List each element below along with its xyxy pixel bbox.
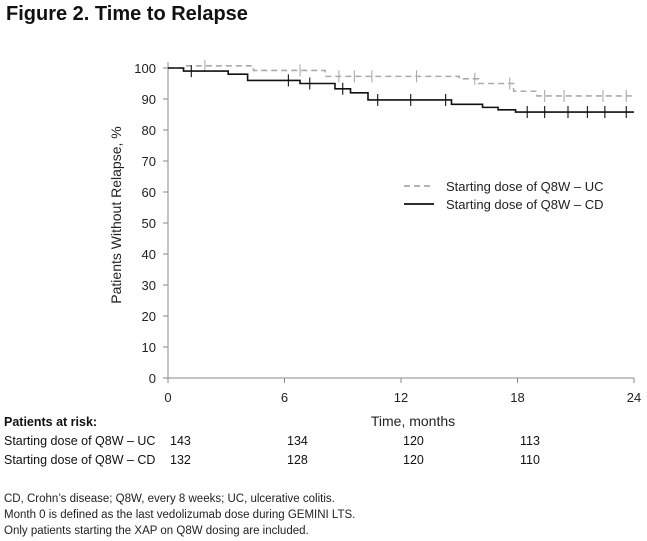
risk-count: 143 (170, 434, 191, 448)
series-line-1 (168, 67, 634, 113)
y-tick-label: 100 (134, 61, 156, 76)
y-tick-label: 20 (142, 309, 156, 324)
x-tick-label: 18 (510, 390, 524, 405)
chart-series (168, 59, 634, 119)
y-tick-label: 30 (142, 278, 156, 293)
y-tick-label: 90 (142, 92, 156, 107)
footnote: CD, Crohn’s disease; Q8W, every 8 weeks;… (4, 493, 335, 505)
km-chart: 0 10 20 30 40 50 60 70 80 90 100 0 6 12 18 24 Starting … (108, 59, 641, 429)
footnotes: CD, Crohn’s disease; Q8W, every 8 weeks;… (4, 491, 355, 539)
x-tick-label: 6 (281, 390, 288, 405)
y-axis-label: Patients Without Relapse, % (108, 126, 124, 303)
risk-count: 134 (287, 434, 308, 448)
y-tick-label: 40 (142, 247, 156, 262)
risk-row-uc: Starting dose of Q8W – UC 143 134 120 11… (4, 432, 644, 451)
risk-row-label: Starting dose of Q8W – UC (4, 434, 156, 448)
risk-table: Patients at risk: Starting dose of Q8W –… (4, 412, 644, 470)
chart-axes: 0 10 20 30 40 50 60 70 80 90 100 0 6 12 18 24 (134, 61, 641, 405)
y-tick-label: 0 (149, 371, 156, 386)
x-tick-label: 0 (164, 390, 171, 405)
risk-count: 132 (170, 453, 191, 467)
chart-legend: Starting dose of Q8W – UC Starting dose o… (404, 179, 604, 212)
figure-title: Figure 2. Time to Relapse (6, 3, 248, 25)
x-tick-label: 12 (394, 390, 408, 405)
y-tick-label: 10 (142, 340, 156, 355)
x-axis-label: Time, months (371, 413, 455, 429)
risk-count: 110 (520, 453, 540, 467)
legend-label: Starting dose of Q8W – CD (446, 197, 604, 212)
series-line-0 (168, 65, 634, 97)
risk-count: 128 (287, 453, 308, 467)
legend-label: Starting dose of Q8W – UC (446, 179, 604, 194)
y-tick-label: 70 (142, 154, 156, 169)
risk-row-label: Starting dose of Q8W – CD (4, 453, 156, 467)
risk-table-header: Patients at risk: (4, 415, 98, 429)
footnote: Only patients starting the XAP on Q8W do… (4, 525, 309, 537)
footnote: Month 0 is defined as the last vedolizum… (4, 509, 356, 521)
y-tick-label: 50 (142, 216, 156, 231)
risk-count: 120 (403, 453, 424, 467)
risk-row-cd: Starting dose of Q8W – CD 132 128 120 11… (4, 451, 644, 470)
risk-count: 113 (520, 434, 540, 448)
y-tick-label: 80 (142, 123, 156, 138)
x-tick-label: 24 (627, 390, 641, 405)
y-tick-label: 60 (142, 185, 156, 200)
risk-count: 120 (403, 434, 424, 448)
